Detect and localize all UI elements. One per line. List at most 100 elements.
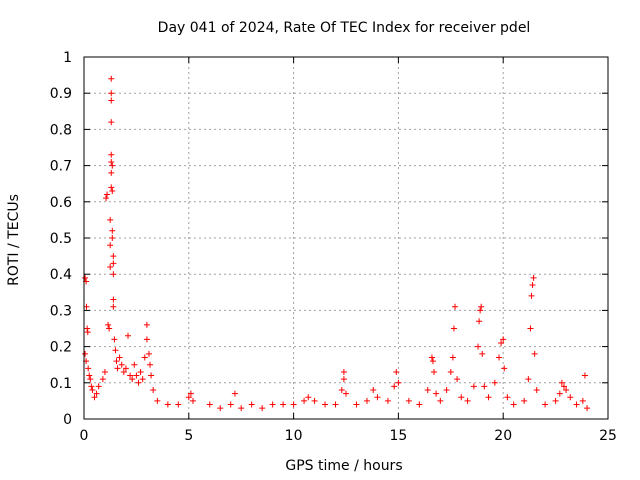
data-point <box>137 368 144 375</box>
x-tick-label: 15 <box>389 428 407 444</box>
data-point <box>108 90 115 97</box>
data-point <box>353 401 360 408</box>
data-point <box>85 365 92 372</box>
data-point <box>478 303 485 310</box>
data-point <box>107 263 114 270</box>
data-point <box>118 361 125 368</box>
data-point <box>84 329 91 336</box>
data-point <box>95 383 102 390</box>
data-point <box>498 339 505 346</box>
data-point <box>231 390 238 397</box>
data-point <box>259 405 266 412</box>
data-point <box>248 401 255 408</box>
data-point <box>106 325 113 332</box>
data-point <box>525 376 532 383</box>
data-point <box>109 187 116 194</box>
y-tick-label: 0.2 <box>50 340 72 356</box>
data-point <box>91 394 98 401</box>
data-point <box>113 358 120 365</box>
data-point <box>530 274 537 281</box>
data-point <box>374 394 381 401</box>
data-point <box>114 365 121 372</box>
data-point <box>141 354 148 361</box>
data-point <box>83 303 90 310</box>
data-point <box>189 397 196 404</box>
data-point <box>491 379 498 386</box>
y-tick-label: 0.5 <box>50 231 72 247</box>
data-point <box>143 336 150 343</box>
data-point <box>131 361 138 368</box>
data-point <box>477 307 484 314</box>
data-point <box>529 282 536 289</box>
y-tick-label: 0.1 <box>50 376 72 392</box>
data-point <box>135 379 142 386</box>
y-tick-label: 0.8 <box>50 122 72 138</box>
data-point <box>343 390 349 397</box>
data-point <box>451 303 458 310</box>
data-point <box>558 379 565 386</box>
data-point <box>87 376 94 383</box>
data-point <box>464 397 471 404</box>
data-point <box>175 401 182 408</box>
data-point <box>428 354 435 361</box>
data-point <box>340 376 347 383</box>
data-point <box>501 365 508 372</box>
data-point <box>567 394 574 401</box>
data-point <box>433 390 440 397</box>
data-point <box>370 387 377 394</box>
data-point <box>479 350 486 357</box>
data-point <box>384 397 391 404</box>
data-point <box>206 401 213 408</box>
data-point <box>108 184 115 191</box>
grid-lines <box>84 57 608 419</box>
data-point <box>338 387 345 394</box>
data-point <box>150 387 157 394</box>
data-point <box>485 394 492 401</box>
data-point <box>139 376 146 383</box>
data-point <box>82 274 89 281</box>
data-point <box>560 383 567 390</box>
y-tick-label: 0.3 <box>50 303 72 319</box>
data-point <box>500 336 507 343</box>
data-point <box>290 401 297 408</box>
data-point <box>458 394 465 401</box>
data-point <box>301 397 308 404</box>
data-point <box>110 260 117 267</box>
data-point <box>108 75 115 82</box>
data-point <box>391 383 398 390</box>
x-tick-label: 20 <box>494 428 512 444</box>
data-point <box>108 169 115 176</box>
data-point <box>429 358 436 365</box>
data-point <box>552 397 559 404</box>
data-point <box>424 387 431 394</box>
data-point <box>122 365 129 372</box>
data-point <box>110 271 117 278</box>
data-point <box>280 401 287 408</box>
data-point <box>93 390 100 397</box>
data-point <box>504 394 511 401</box>
x-tick-label: 10 <box>285 428 303 444</box>
data-point <box>447 368 454 375</box>
data-point <box>238 405 245 412</box>
y-tick-label: 0 <box>63 412 72 428</box>
plot-frame <box>83 56 609 420</box>
data-point <box>542 401 549 408</box>
data-point <box>332 401 339 408</box>
data-point <box>450 325 457 332</box>
data-point <box>108 119 115 126</box>
data-point <box>581 372 588 379</box>
data-point <box>449 354 456 361</box>
data-point <box>510 401 517 408</box>
data-point <box>103 195 110 202</box>
y-tick-label: 0.6 <box>50 195 72 211</box>
data-point <box>148 372 155 379</box>
data-point <box>454 376 461 383</box>
data-point <box>86 372 93 379</box>
data-point <box>110 253 117 260</box>
data-point <box>531 350 538 357</box>
chart-title: Day 041 of 2024, Rate Of TEC Index for r… <box>158 20 531 36</box>
data-point <box>363 397 370 404</box>
data-point <box>563 387 570 394</box>
data-point <box>127 372 134 379</box>
data-point <box>470 383 477 390</box>
